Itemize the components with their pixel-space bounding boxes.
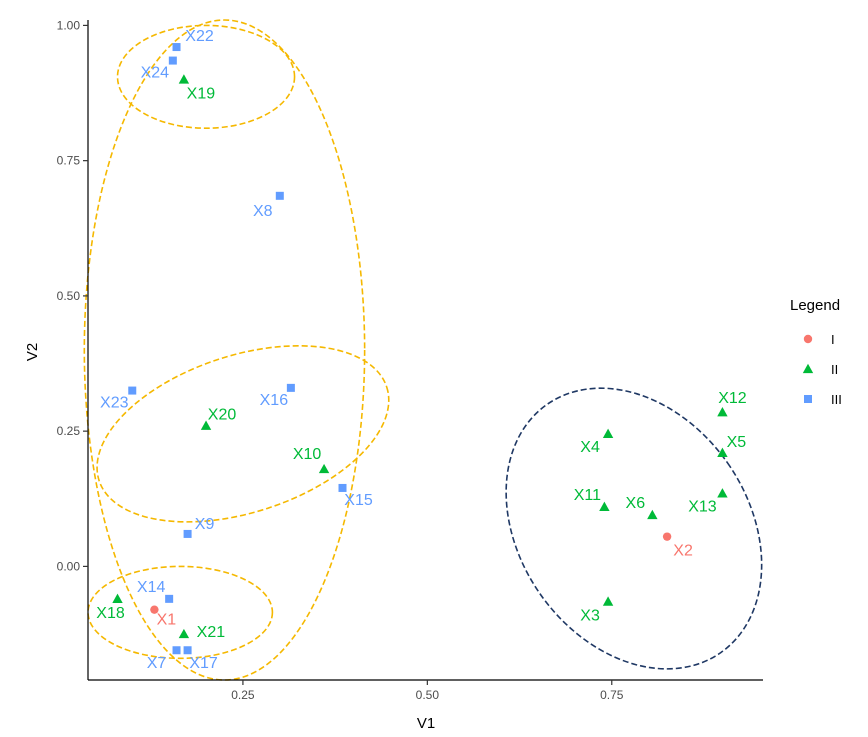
point-x19 [178, 74, 190, 84]
point-label-x21: X21 [197, 624, 226, 641]
legend-key-ii [802, 363, 814, 374]
point-label-x16: X16 [260, 392, 289, 409]
cluster-ellipse [83, 19, 366, 681]
point-label-x9: X9 [195, 516, 215, 533]
point-label-x5: X5 [727, 434, 747, 451]
point-x6 [647, 509, 658, 520]
point-label-x4: X4 [580, 439, 600, 456]
point-x15 [338, 483, 347, 492]
point-label-x18: X18 [96, 605, 125, 622]
point-label-x23: X23 [100, 395, 129, 412]
legend-label-iii: III [831, 392, 842, 407]
point-x5 [717, 447, 728, 457]
point-x7 [172, 646, 181, 655]
point-x8 [275, 191, 284, 200]
point-label-x3: X3 [580, 608, 600, 625]
x-tick-label: 0.50 [416, 688, 440, 702]
x-axis-ticks: 0.25 0.50 0.75 [231, 680, 624, 702]
data-points [112, 43, 728, 655]
point-label-x14: X14 [137, 579, 166, 596]
legend-label-ii: II [831, 362, 838, 377]
point-x2 [662, 532, 672, 541]
point-labels: X1 X2 X3 X4 X5 X6 X10 X11 X12 X13 X18 X19 X20 X21 X7 X8… [96, 28, 746, 672]
point-x4 [602, 428, 614, 439]
y-tick-label: 0.75 [57, 154, 81, 168]
point-x17 [183, 646, 192, 655]
point-x1 [150, 605, 159, 614]
legend-title: Legend [790, 297, 840, 314]
x-tick-label: 0.25 [231, 688, 255, 702]
point-label-x15: X15 [344, 492, 373, 509]
point-label-x17: X17 [189, 655, 218, 672]
y-tick-label: 0.00 [57, 559, 81, 573]
point-label-x11: X11 [574, 487, 601, 504]
y-axis-ticks: 0.00 0.25 0.50 0.75 1.00 [57, 18, 88, 573]
x-tick-label: 0.75 [600, 688, 624, 702]
legend-key-i [803, 334, 813, 344]
point-x23 [128, 386, 137, 395]
point-label-x10: X10 [293, 446, 322, 463]
point-x18 [112, 593, 123, 604]
cluster-ellipses [83, 19, 763, 681]
point-x10 [318, 463, 330, 474]
point-x24 [168, 56, 177, 65]
cluster-ellipse [87, 565, 274, 660]
x-axis-title: V1 [417, 715, 435, 732]
legend-label-i: I [831, 332, 835, 347]
point-label-x13: X13 [688, 498, 717, 515]
point-x22 [172, 43, 181, 52]
point-x12 [717, 407, 728, 417]
point-x21 [178, 628, 190, 639]
point-label-x8: X8 [253, 203, 273, 220]
cluster-ellipse [505, 387, 763, 670]
point-label-x20: X20 [208, 407, 237, 424]
point-label-x24: X24 [141, 65, 170, 82]
point-label-x2: X2 [673, 543, 693, 560]
point-x16 [286, 383, 295, 392]
point-label-x7: X7 [147, 655, 167, 672]
point-x13 [717, 488, 728, 498]
point-x9 [183, 529, 192, 538]
point-x3 [602, 596, 614, 606]
point-label-x6: X6 [626, 495, 646, 512]
y-tick-label: 1.00 [57, 18, 81, 32]
cluster-ellipse [116, 24, 296, 129]
point-label-x22: X22 [185, 28, 214, 45]
y-tick-label: 0.25 [57, 424, 81, 438]
point-label-x19: X19 [187, 86, 216, 103]
y-tick-label: 0.50 [57, 289, 81, 303]
cluster-ellipse [96, 345, 390, 523]
point-x11 [599, 501, 610, 512]
point-label-x1: X1 [157, 612, 177, 629]
point-x20 [200, 420, 212, 430]
y-axis-title: V2 [24, 343, 41, 361]
legend-key-iii [804, 395, 812, 403]
point-label-x12: X12 [718, 390, 747, 407]
point-x14 [165, 594, 174, 603]
